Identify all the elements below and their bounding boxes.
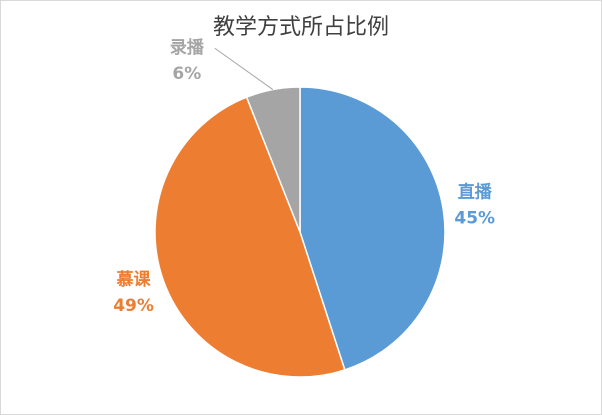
pie-slice bbox=[245, 86, 301, 233]
value-label: 49% bbox=[113, 296, 154, 316]
chart-title: 教学方式所占比例 bbox=[213, 15, 389, 40]
leader-line bbox=[214, 47, 274, 90]
category-label: 录播 bbox=[170, 37, 205, 58]
pie-slice bbox=[299, 86, 446, 371]
category-label: 慕课 bbox=[116, 269, 152, 290]
pie-slice bbox=[154, 96, 346, 378]
value-label: 6% bbox=[172, 64, 201, 84]
category-label: 直播 bbox=[458, 181, 493, 202]
value-label: 45% bbox=[454, 208, 495, 228]
